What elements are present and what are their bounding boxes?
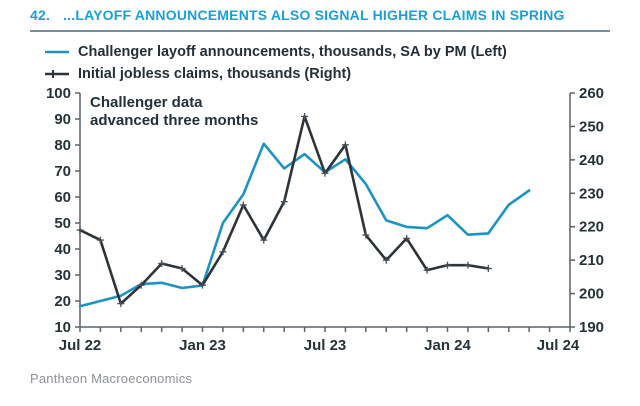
chart-annotation: Challenger data advanced three months bbox=[90, 94, 258, 130]
chart-annotation-line1: Challenger data bbox=[90, 94, 203, 111]
figure-title-row: 42. ...LAYOFF ANNOUNCEMENTS ALSO SIGNAL … bbox=[30, 7, 616, 23]
right-axis-tick-label: 190 bbox=[579, 319, 604, 336]
right-axis-tick-label: 260 bbox=[579, 85, 604, 102]
page-title: ...LAYOFF ANNOUNCEMENTS ALSO SIGNAL HIGH… bbox=[63, 7, 565, 23]
left-axis-tick-label: 60 bbox=[54, 189, 71, 206]
left-axis-tick-label: 20 bbox=[54, 293, 71, 310]
legend-item-challenger: Challenger layoff announcements, thousan… bbox=[44, 41, 507, 62]
x-axis-tick-label: Jul 23 bbox=[304, 337, 347, 354]
left-axis-tick-label: 100 bbox=[46, 85, 71, 102]
legend-label-challenger: Challenger layoff announcements, thousan… bbox=[78, 43, 507, 60]
right-axis-tick-label: 220 bbox=[579, 219, 604, 236]
legend-label-claims: Initial jobless claims, thousands (Right… bbox=[78, 65, 352, 82]
x-axis-tick-label: Jan 23 bbox=[179, 337, 226, 354]
chart-legend: Challenger layoff announcements, thousan… bbox=[44, 41, 507, 84]
legend-item-claims: Initial jobless claims, thousands (Right… bbox=[44, 63, 507, 84]
left-axis-tick-label: 30 bbox=[54, 267, 71, 284]
right-axis-tick-label: 230 bbox=[579, 185, 604, 202]
claims-line-plus-marker-swatch-icon bbox=[44, 67, 71, 81]
x-axis-tick-label: Jul 24 bbox=[537, 337, 580, 354]
right-axis-tick-label: 250 bbox=[579, 118, 604, 135]
right-axis-tick-label: 210 bbox=[579, 252, 604, 269]
right-axis-tick-label: 240 bbox=[579, 152, 604, 169]
chart-annotation-line2: advanced three months bbox=[90, 112, 259, 129]
left-axis-tick-label: 70 bbox=[54, 163, 71, 180]
title-divider bbox=[30, 30, 610, 32]
right-axis-tick-label: 200 bbox=[579, 286, 604, 303]
left-axis-tick-label: 50 bbox=[54, 215, 71, 232]
x-axis-tick-label: Jul 22 bbox=[59, 337, 102, 354]
source-label: Pantheon Macroeconomics bbox=[30, 371, 193, 386]
series-challenger-line bbox=[78, 142, 531, 308]
figure-number: 42. bbox=[30, 7, 51, 23]
series-claims-line bbox=[78, 115, 490, 305]
left-axis-tick-label: 10 bbox=[54, 319, 71, 336]
challenger-line-swatch-icon bbox=[44, 45, 71, 59]
left-axis-tick-label: 40 bbox=[54, 241, 71, 258]
left-axis-tick-label: 90 bbox=[54, 111, 71, 128]
x-axis-tick-label: Jan 24 bbox=[424, 337, 471, 354]
left-axis-tick-label: 80 bbox=[54, 137, 71, 154]
